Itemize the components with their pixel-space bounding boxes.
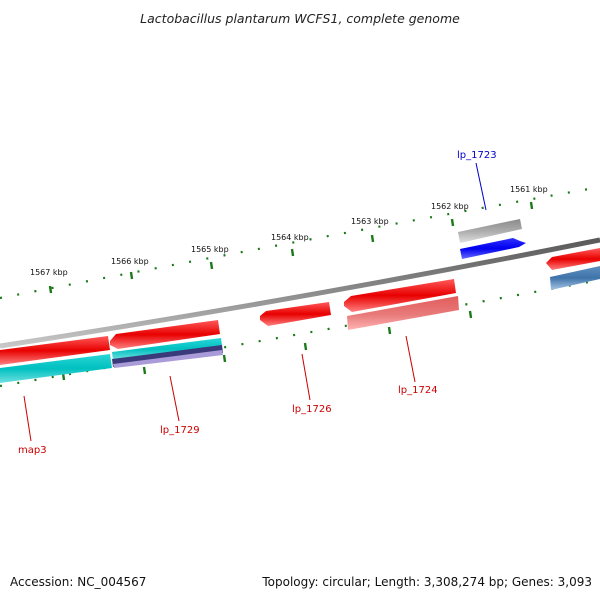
scale-label: 1567 kbp [30,268,68,277]
gene-arrow-1563-red[interactable] [344,279,456,312]
gene-labels: lp_1723 lp_1724 lp_1726 lp_1729 map3 [18,150,497,456]
major-tick [290,248,295,257]
label-leaders [23,162,487,442]
gene-arrow-1565-red[interactable] [110,320,220,349]
map-title: Lactobacillus plantarum WCFS1, complete … [140,11,460,26]
scale-label: 1565 kbp [191,245,229,254]
scale-label: 1562 kbp [431,202,469,211]
leader-line-lp-1724 [405,335,416,383]
gene-label-lp-1724[interactable]: lp_1724 [398,385,438,396]
scale-label: 1564 kbp [271,233,309,242]
forward-genes [0,219,600,365]
major-tick [209,261,214,270]
scale-labels: 1561 kbp 1562 kbp 1563 kbp 1564 kbp 1565… [30,185,548,277]
major-tick [370,234,375,243]
major-tick [468,310,473,319]
gene-arrow-1566-red[interactable] [0,336,110,365]
major-tick [129,271,134,280]
accession-text: Accession: NC_004567 [10,575,147,589]
gene-label-lp-1726[interactable]: lp_1726 [292,404,332,415]
genome-summary-text: Topology: circular; Length: 3,308,274 bp… [262,575,592,589]
leader-line-map3 [23,395,32,442]
gene-arrow-1562-grey[interactable] [458,219,522,243]
genome-backbone [0,237,600,349]
scale-label: 1566 kbp [111,257,149,266]
gene-arrow-1561-red[interactable] [546,248,600,270]
gene-arrow-lp-1724-pink[interactable] [347,296,459,330]
major-tick [48,285,53,294]
outer-major-ticks [48,201,534,294]
gene-label-map3[interactable]: map3 [18,445,47,456]
leader-line-lp-1726 [301,353,311,401]
major-tick [387,326,392,335]
gene-arrow-lp-1723-blue[interactable] [460,238,526,259]
gene-arrow-lp-1729-lavender[interactable] [113,350,223,368]
major-tick [222,354,227,363]
leader-line-lp-1729 [169,375,180,422]
scale-label: 1563 kbp [351,217,389,226]
leader-line-lp-1723 [475,162,487,211]
gene-arrow-lp-1726-red[interactable] [260,302,331,326]
gene-label-lp-1729[interactable]: lp_1729 [160,425,200,436]
gene-arrow-map3-cyan[interactable] [0,354,112,383]
major-tick [529,201,534,210]
scale-label: 1561 kbp [510,185,548,194]
complement-genes [0,338,223,383]
gene-arrow-lp-1729-cyan[interactable] [112,338,222,360]
gene-label-lp-1723[interactable]: lp_1723 [457,150,497,161]
gene-arrow-1561-steel[interactable] [550,266,600,290]
major-tick [450,218,455,227]
major-tick [303,342,308,351]
major-tick [142,366,147,375]
